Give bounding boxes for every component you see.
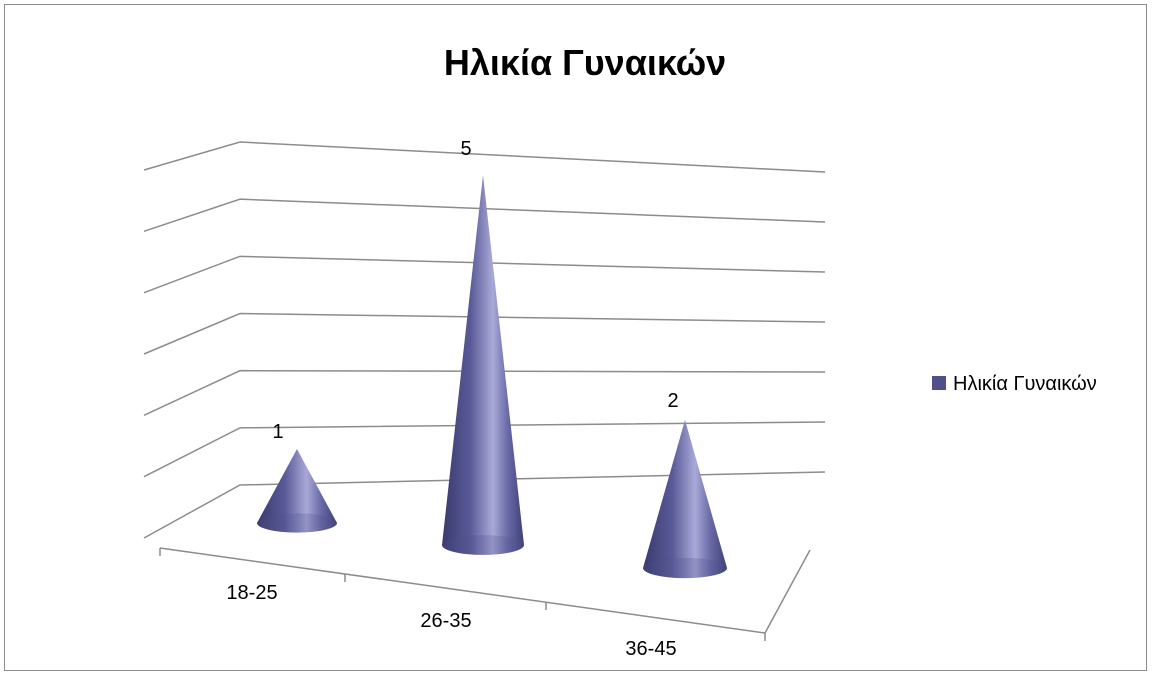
label-layer: 1 18-25 5 26-35 2 36-45 xyxy=(226,138,678,660)
data-label: 2 xyxy=(667,390,678,412)
floor-right-edge xyxy=(764,549,811,634)
grid-layer xyxy=(143,141,826,539)
gridline xyxy=(143,255,826,294)
axis-layer xyxy=(159,547,811,641)
legend-label: Ηλικία Γυναικών xyxy=(953,373,1097,395)
chart-svg: Ηλικία Γυναικών 1 18-25 5 26-35 2 36-45 Ηλικί… xyxy=(143,42,1097,660)
cone-18-25 xyxy=(257,449,337,533)
cone-body xyxy=(643,420,727,579)
gridline xyxy=(143,312,826,355)
cone-body xyxy=(257,449,337,533)
data-label: 1 xyxy=(272,421,283,443)
cone-26-35 xyxy=(442,175,524,555)
gridline xyxy=(143,141,826,173)
gridline xyxy=(143,471,826,539)
x-axis-line xyxy=(159,547,766,634)
cone-36-45 xyxy=(643,420,727,579)
legend: Ηλικία Γυναικών xyxy=(932,373,1097,395)
cone-base xyxy=(442,535,524,555)
chart-frame: Ηλικία Γυναικών 1 18-25 5 26-35 2 36-45 Ηλικί… xyxy=(4,4,1147,671)
data-label: 5 xyxy=(460,138,471,160)
chart-title: Ηλικία Γυναικών xyxy=(444,42,726,83)
x-tick-label: 26-35 xyxy=(420,610,471,632)
cone-body xyxy=(442,175,524,555)
x-tick-label: 18-25 xyxy=(226,582,277,604)
legend-swatch xyxy=(932,376,946,390)
gridline xyxy=(143,421,826,478)
gridline xyxy=(143,369,826,417)
x-tick-label: 36-45 xyxy=(625,638,676,660)
cone-base xyxy=(257,513,337,533)
cone-base xyxy=(643,557,727,579)
cone-layer xyxy=(257,175,727,579)
gridline xyxy=(143,198,826,233)
